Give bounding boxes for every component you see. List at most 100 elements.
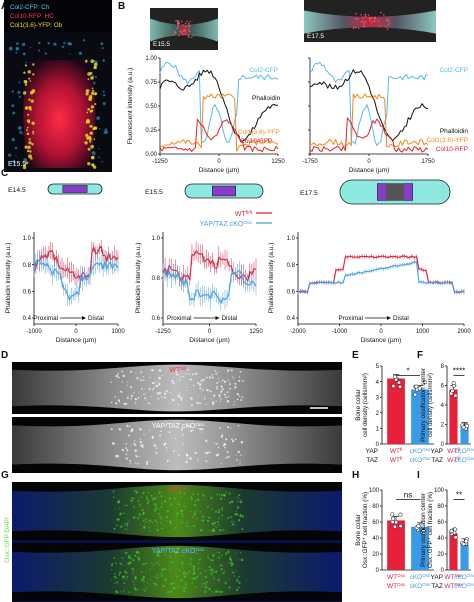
speckle bbox=[208, 451, 211, 454]
speckle bbox=[212, 400, 214, 403]
speckle bbox=[220, 385, 223, 388]
speckle bbox=[169, 556, 171, 559]
speckle bbox=[217, 446, 220, 449]
speckle bbox=[102, 90, 105, 93]
speckle bbox=[185, 25, 187, 28]
speckle bbox=[129, 462, 131, 465]
speckle bbox=[69, 53, 71, 55]
speckle bbox=[151, 368, 154, 372]
speckle bbox=[162, 375, 164, 377]
speckle bbox=[160, 522, 162, 524]
speckle bbox=[236, 393, 239, 396]
speckle bbox=[190, 404, 193, 407]
plot-C-E14-series-cko bbox=[33, 259, 119, 301]
speckle bbox=[22, 165, 27, 170]
speckle bbox=[142, 519, 145, 522]
speckle bbox=[197, 562, 200, 564]
stage-C-1: E15.5 bbox=[145, 189, 163, 196]
speckle bbox=[223, 380, 227, 383]
speckle bbox=[233, 403, 235, 406]
speckle bbox=[156, 392, 160, 395]
speckle bbox=[188, 29, 190, 31]
speckle bbox=[192, 568, 195, 571]
speckle bbox=[163, 396, 166, 399]
speckle bbox=[133, 392, 135, 394]
speckle bbox=[136, 516, 139, 519]
speckle bbox=[147, 402, 150, 405]
speckle bbox=[186, 368, 189, 371]
speckle bbox=[123, 402, 126, 405]
speckle bbox=[203, 398, 206, 400]
speckle bbox=[92, 163, 95, 166]
speckle bbox=[18, 95, 22, 98]
speckle bbox=[241, 528, 244, 531]
panelH-point bbox=[390, 519, 395, 525]
speckle bbox=[229, 558, 233, 562]
speckle bbox=[196, 401, 199, 405]
speckle bbox=[182, 443, 184, 446]
speckle bbox=[158, 560, 160, 562]
speckle bbox=[202, 585, 204, 587]
speckle bbox=[235, 570, 237, 572]
speckle bbox=[140, 571, 143, 573]
speckle bbox=[146, 463, 148, 466]
speckle bbox=[187, 34, 190, 37]
speckle bbox=[230, 561, 233, 565]
speckle bbox=[189, 527, 192, 529]
speckle bbox=[149, 530, 151, 532]
speckle bbox=[157, 380, 159, 383]
speckle bbox=[115, 374, 119, 378]
speckle bbox=[84, 141, 88, 145]
speckle bbox=[202, 583, 204, 585]
speckle bbox=[156, 425, 158, 427]
speckle bbox=[22, 91, 27, 95]
speckle bbox=[183, 492, 186, 495]
speckle bbox=[211, 376, 214, 379]
speckle bbox=[160, 430, 162, 433]
speckle bbox=[209, 569, 211, 571]
speckle bbox=[182, 586, 184, 589]
speckle bbox=[186, 454, 189, 457]
speckle bbox=[228, 586, 231, 589]
panelI-ytick: 100 bbox=[434, 488, 445, 494]
speckle bbox=[212, 571, 215, 574]
ylabel-B: Fluorescent intensity (a.u.) bbox=[127, 68, 134, 145]
speckle bbox=[240, 399, 242, 401]
speckle bbox=[188, 26, 190, 28]
speckle bbox=[87, 161, 91, 166]
cartoon-marrow-2 bbox=[386, 183, 404, 201]
speckle bbox=[28, 77, 31, 80]
panelI-ytick: 60 bbox=[437, 520, 444, 526]
speckle bbox=[124, 504, 126, 507]
speckle bbox=[134, 402, 137, 404]
speckle bbox=[199, 519, 201, 521]
speckle bbox=[69, 42, 73, 46]
speckle bbox=[90, 59, 95, 64]
panelF-row-1-0: WTfl bbox=[447, 456, 459, 465]
speckle bbox=[180, 509, 183, 513]
speckle bbox=[188, 30, 191, 33]
plot-B-left-series-Col2-CFP bbox=[159, 62, 279, 143]
side-label-D: Phalloidin bbox=[4, 402, 11, 431]
speckle bbox=[115, 590, 118, 593]
speckle bbox=[219, 529, 222, 532]
speckle bbox=[188, 24, 190, 26]
speckle bbox=[186, 525, 188, 528]
speckle bbox=[118, 574, 121, 576]
speckle bbox=[125, 551, 128, 554]
speckle bbox=[214, 369, 216, 372]
speckle bbox=[226, 370, 229, 373]
speckle bbox=[368, 16, 370, 19]
speckle bbox=[177, 21, 179, 23]
speckle bbox=[213, 578, 215, 580]
speckle bbox=[145, 520, 148, 523]
speckle bbox=[78, 51, 83, 55]
speckle bbox=[175, 32, 177, 34]
speckle bbox=[31, 121, 35, 125]
speckle bbox=[219, 497, 223, 500]
legend-B-right-2: Col1(3.6)-YFP bbox=[426, 137, 468, 144]
speckle bbox=[199, 528, 203, 532]
speckle bbox=[32, 132, 35, 135]
speckle bbox=[182, 375, 185, 378]
speckle bbox=[153, 509, 157, 512]
